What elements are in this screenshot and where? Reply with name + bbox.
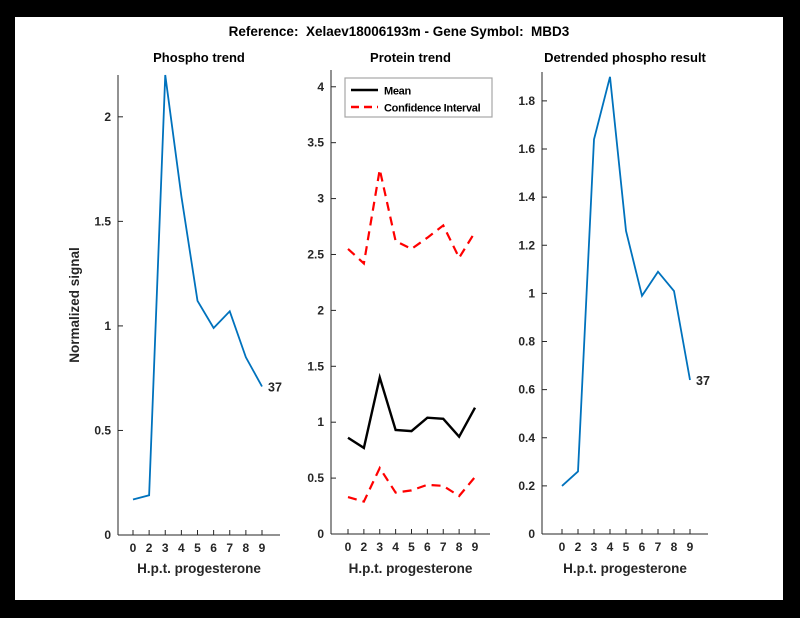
series-line-blue xyxy=(132,74,263,501)
figure-title: Reference: Xelaev18006193m - Gene Symbol… xyxy=(228,24,570,39)
x-tick-label: 3 xyxy=(591,540,598,554)
x-tick-label: 6 xyxy=(210,541,217,555)
x-tick-label: 7 xyxy=(655,540,662,554)
y-tick-label: 1.6 xyxy=(518,142,535,156)
x-tick-label: 6 xyxy=(424,540,431,554)
x-tick-label: 8 xyxy=(243,541,250,555)
x-axis-label: H.p.t. progesterone xyxy=(563,561,687,576)
x-tick-label: 8 xyxy=(456,540,463,554)
y-tick-label: 0 xyxy=(104,528,111,542)
y-axis-label: Normalized signal xyxy=(67,247,82,363)
subplot-title: Detrended phospho result xyxy=(544,50,706,65)
x-tick-label: 9 xyxy=(259,541,266,555)
x-tick-label: 5 xyxy=(623,540,630,554)
x-axis-label: H.p.t. progesterone xyxy=(137,561,261,576)
legend-box xyxy=(344,77,493,118)
y-tick-label: 1 xyxy=(528,286,535,300)
y-tick-label: 1.2 xyxy=(518,238,535,252)
x-tick-label: 3 xyxy=(376,540,383,554)
legend-entry-label: Mean xyxy=(384,86,411,98)
x-tick-label: 0 xyxy=(345,540,352,554)
series-line-red xyxy=(347,169,476,266)
x-tick-label: 0 xyxy=(559,540,566,554)
x-tick-label: 6 xyxy=(639,540,646,554)
y-tick-label: 2 xyxy=(104,110,111,124)
y-tick-label: 0.6 xyxy=(518,383,535,397)
series-line-black xyxy=(347,372,477,450)
subplot-title: Protein trend xyxy=(370,50,451,65)
endpoint-annotation: 37 xyxy=(696,374,710,388)
x-tick-label: 7 xyxy=(440,540,447,554)
series-line-red xyxy=(347,465,476,503)
y-tick-label: 4 xyxy=(317,80,324,94)
x-tick-label: 5 xyxy=(408,540,415,554)
legend-entry-label: Confidence Interval xyxy=(384,103,481,115)
x-tick-label: 0 xyxy=(130,541,137,555)
x-tick-label: 3 xyxy=(162,541,169,555)
y-tick-label: 0.5 xyxy=(307,471,324,485)
y-tick-label: 0.8 xyxy=(518,335,535,349)
y-tick-label: 1.5 xyxy=(94,214,111,228)
y-tick-label: 3 xyxy=(317,192,324,206)
y-tick-label: 3.5 xyxy=(307,136,324,150)
x-axis-label: H.p.t. progesterone xyxy=(349,561,473,576)
y-tick-label: 1.8 xyxy=(518,94,535,108)
x-tick-label: 2 xyxy=(575,540,582,554)
subplot-title: Phospho trend xyxy=(153,50,245,65)
x-tick-label: 9 xyxy=(687,540,694,554)
x-tick-label: 9 xyxy=(472,540,479,554)
x-tick-label: 2 xyxy=(361,540,368,554)
figure-canvas: Reference: Xelaev18006193m - Gene Symbol… xyxy=(15,17,783,600)
y-tick-label: 1.4 xyxy=(518,190,535,204)
x-tick-label: 8 xyxy=(671,540,678,554)
y-tick-label: 1 xyxy=(317,415,324,429)
y-tick-label: 1 xyxy=(104,319,111,333)
series-line-blue xyxy=(561,76,691,487)
x-tick-label: 7 xyxy=(226,541,233,555)
x-tick-label: 4 xyxy=(607,540,614,554)
x-tick-label: 4 xyxy=(392,540,399,554)
y-tick-label: 1.5 xyxy=(307,359,324,373)
y-tick-label: 0 xyxy=(317,527,324,541)
y-tick-label: 0 xyxy=(528,527,535,541)
endpoint-annotation: 37 xyxy=(268,381,282,395)
y-tick-label: 0.2 xyxy=(518,479,535,493)
y-tick-label: 0.4 xyxy=(518,431,535,445)
x-tick-label: 2 xyxy=(146,541,153,555)
y-tick-label: 2.5 xyxy=(307,247,324,261)
x-tick-label: 4 xyxy=(178,541,185,555)
y-tick-label: 2 xyxy=(317,303,324,317)
x-tick-label: 5 xyxy=(194,541,201,555)
y-tick-label: 0.5 xyxy=(94,423,111,437)
